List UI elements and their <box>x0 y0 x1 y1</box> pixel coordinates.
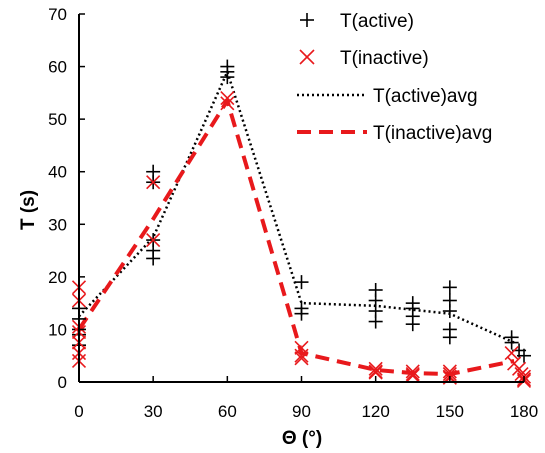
marker-stroke <box>146 232 161 248</box>
series-line-inactive-avg <box>77 98 515 377</box>
data-point-inactive <box>405 368 420 383</box>
marker-stroke <box>442 367 457 382</box>
x-axis-title: Θ (°) <box>282 428 322 449</box>
legend: T(active) T(inactive) T(active)avg T(inacti… <box>297 11 492 144</box>
marker-stroke <box>299 49 315 65</box>
data-point-inactive <box>442 367 457 382</box>
marker-stroke <box>368 365 383 380</box>
x-tick-label: 30 <box>144 402 163 421</box>
marker-stroke <box>405 367 420 382</box>
x-tick-label: 90 <box>292 402 311 421</box>
marker-stroke <box>405 364 420 379</box>
marker-stroke <box>511 361 527 376</box>
legend-marker-active <box>300 13 314 27</box>
x-tick-label: 180 <box>510 402 538 421</box>
x-tick-label: 60 <box>218 402 237 421</box>
data-point-inactive <box>220 96 235 111</box>
marker-stroke <box>405 368 420 383</box>
data-point-inactive <box>442 364 457 379</box>
data-point-inactive <box>405 367 420 382</box>
data-point-inactive <box>294 348 309 363</box>
data-point-inactive <box>220 91 235 106</box>
data-point-active <box>405 317 420 332</box>
legend-item: T(active) <box>300 11 414 32</box>
data-point-active <box>442 330 457 345</box>
marker-stroke <box>294 348 309 363</box>
legend-label: T(inactive) <box>340 48 429 69</box>
x-tick-label: 150 <box>436 402 464 421</box>
data-point-active <box>504 335 519 350</box>
data-point-active <box>294 306 309 321</box>
y-tick-label: 60 <box>48 58 67 77</box>
y-tick-label: 40 <box>48 163 67 182</box>
data-point-inactive <box>146 232 161 248</box>
legend-item: T(inactive) <box>299 48 429 69</box>
marker-stroke <box>442 364 457 379</box>
y-tick-label: 30 <box>48 215 67 234</box>
data-point-active <box>294 275 309 290</box>
data-point-active <box>368 314 383 329</box>
y-tick-label: 0 <box>58 373 67 392</box>
data-point-active <box>442 280 457 295</box>
data-point-inactive <box>368 365 383 380</box>
series-line-active-avg <box>78 70 515 344</box>
legend-item: T(inactive)avg <box>297 123 492 144</box>
plot-area <box>71 59 532 389</box>
y-tick-label: 70 <box>48 5 67 24</box>
marker-stroke <box>294 351 309 366</box>
data-point-active <box>442 304 457 319</box>
y-tick-label: 10 <box>48 320 67 339</box>
marker-stroke <box>146 175 161 190</box>
legend-marker-inactive <box>299 49 315 65</box>
y-tick-label: 50 <box>48 110 67 129</box>
marker-stroke <box>368 361 383 376</box>
legend-label: T(inactive)avg <box>373 123 492 144</box>
y-axis-title: T (s) <box>18 190 39 230</box>
data-point-active <box>146 251 161 266</box>
legend-item: T(active)avg <box>297 86 478 107</box>
data-point-inactive <box>368 361 383 376</box>
x-tick-label: 0 <box>74 402 83 421</box>
marker-stroke <box>220 91 235 106</box>
x-tick-label: 120 <box>361 402 389 421</box>
legend-label: T(active) <box>340 11 414 32</box>
data-point-active <box>220 70 235 85</box>
data-point-inactive <box>405 364 420 379</box>
legend-label: T(active)avg <box>373 86 478 107</box>
data-point-inactive <box>294 351 309 366</box>
axes: 0 10 20 30 40 50 60 70 0 30 60 90 120 150 180 <box>48 5 538 421</box>
y-tick-label: 20 <box>48 268 67 287</box>
marker-stroke <box>220 96 235 111</box>
data-point-active <box>517 348 531 363</box>
data-point-inactive <box>146 175 161 190</box>
